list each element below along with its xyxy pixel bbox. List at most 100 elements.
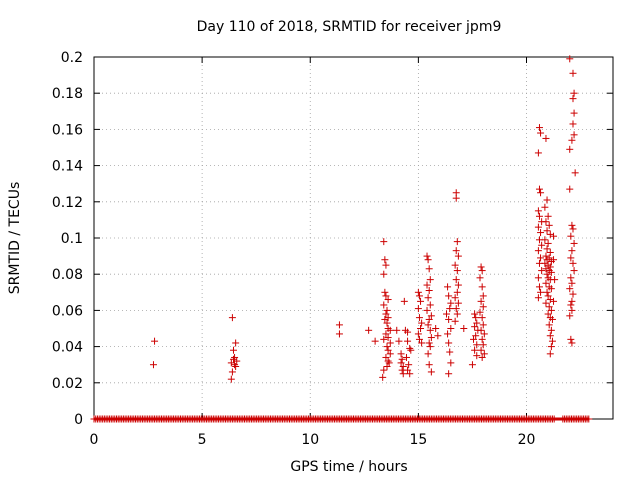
data-point bbox=[228, 314, 236, 322]
data-point bbox=[547, 268, 555, 276]
x-tick-label: 10 bbox=[301, 432, 319, 448]
data-point bbox=[568, 306, 576, 314]
data-point bbox=[545, 303, 553, 311]
data-point bbox=[231, 353, 239, 361]
data-point bbox=[543, 245, 551, 253]
data-point bbox=[414, 288, 422, 296]
data-point bbox=[385, 359, 393, 367]
data-point bbox=[383, 306, 391, 314]
data-point bbox=[545, 321, 553, 329]
data-point bbox=[379, 373, 387, 381]
data-point bbox=[544, 310, 552, 318]
data-point bbox=[445, 339, 453, 347]
data-point bbox=[546, 296, 554, 304]
data-point bbox=[406, 370, 414, 378]
data-point bbox=[542, 218, 550, 226]
data-point bbox=[404, 328, 412, 336]
data-point bbox=[426, 326, 434, 334]
y-tick-label: 0.16 bbox=[52, 122, 83, 138]
data-point bbox=[548, 337, 556, 345]
data-point bbox=[547, 326, 555, 334]
data-point bbox=[424, 256, 432, 264]
data-point bbox=[542, 252, 550, 260]
data-point bbox=[393, 326, 401, 334]
data-point bbox=[384, 296, 392, 304]
data-point bbox=[478, 335, 486, 343]
data-point bbox=[407, 346, 415, 354]
data-point bbox=[405, 361, 413, 369]
data-point bbox=[568, 136, 576, 144]
data-point bbox=[424, 350, 432, 358]
data-point bbox=[227, 359, 235, 367]
data-point bbox=[445, 315, 453, 323]
data-point bbox=[566, 145, 574, 153]
data-point bbox=[479, 303, 487, 311]
data-point bbox=[383, 363, 391, 371]
data-point bbox=[382, 261, 390, 269]
data-point bbox=[472, 332, 480, 340]
data-point bbox=[454, 252, 462, 260]
zero-point bbox=[550, 415, 558, 423]
data-point bbox=[229, 355, 237, 363]
data-point bbox=[544, 292, 552, 300]
data-point bbox=[446, 348, 454, 356]
data-point bbox=[335, 330, 343, 338]
data-point bbox=[546, 248, 554, 256]
y-tick-label: 0.04 bbox=[52, 340, 83, 356]
data-point bbox=[476, 308, 484, 316]
data-point bbox=[546, 332, 554, 340]
data-point bbox=[543, 270, 551, 278]
data-point bbox=[534, 223, 542, 231]
y-tick-label: 0 bbox=[74, 412, 83, 428]
data-point bbox=[227, 375, 235, 383]
data-point bbox=[534, 207, 542, 215]
data-point bbox=[542, 134, 550, 142]
data-point bbox=[569, 259, 577, 267]
data-point bbox=[380, 270, 388, 278]
data-point bbox=[537, 129, 545, 137]
data-point bbox=[452, 194, 460, 202]
data-point bbox=[570, 239, 578, 247]
data-point bbox=[568, 247, 576, 255]
data-point bbox=[479, 292, 487, 300]
data-point bbox=[386, 339, 394, 347]
data-point bbox=[534, 294, 542, 302]
data-point bbox=[384, 346, 392, 354]
data-point bbox=[425, 286, 433, 294]
data-point bbox=[231, 361, 239, 369]
data-point bbox=[365, 326, 373, 334]
data-point bbox=[406, 344, 414, 352]
data-point bbox=[418, 339, 426, 347]
data-point bbox=[480, 330, 488, 338]
data-point bbox=[151, 337, 159, 345]
data-point bbox=[473, 352, 481, 360]
data-point bbox=[478, 353, 486, 361]
data-point bbox=[543, 256, 551, 264]
y-tick-label: 0.14 bbox=[52, 159, 83, 175]
data-point bbox=[566, 55, 574, 63]
data-point bbox=[427, 368, 435, 376]
data-point bbox=[444, 283, 452, 291]
data-point bbox=[546, 350, 554, 358]
data-point bbox=[470, 335, 478, 343]
y-axis-title: SRMTID / TECUs bbox=[7, 182, 23, 295]
data-point bbox=[451, 261, 459, 269]
data-point bbox=[427, 312, 435, 320]
data-point bbox=[397, 350, 405, 358]
data-point bbox=[453, 288, 461, 296]
data-point bbox=[472, 314, 480, 322]
data-point bbox=[566, 285, 574, 293]
data-point bbox=[382, 353, 390, 361]
data-point bbox=[423, 252, 431, 260]
data-point bbox=[423, 281, 431, 289]
data-point bbox=[447, 299, 455, 307]
data-point bbox=[477, 297, 485, 305]
data-point bbox=[550, 297, 558, 305]
data-point bbox=[537, 189, 545, 197]
data-point bbox=[547, 343, 555, 351]
data-point bbox=[453, 267, 461, 275]
data-point bbox=[569, 225, 577, 233]
data-point bbox=[567, 254, 575, 262]
data-point bbox=[426, 343, 434, 351]
data-point bbox=[543, 227, 551, 235]
